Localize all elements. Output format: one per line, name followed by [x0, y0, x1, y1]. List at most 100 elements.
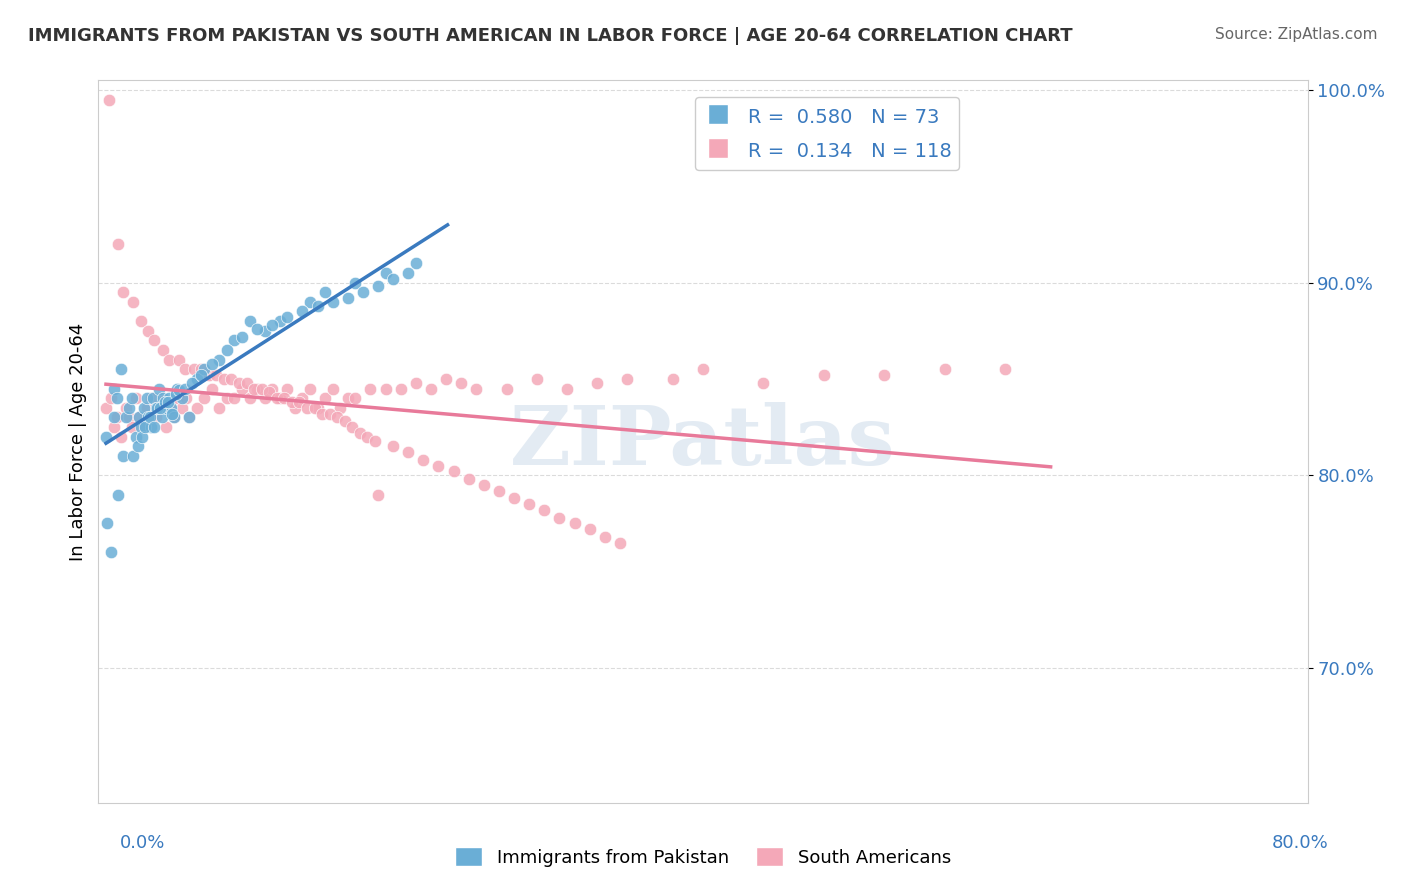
Point	[239, 314, 262, 328]
Point	[201, 382, 224, 396]
Point	[427, 458, 450, 473]
Point	[360, 382, 382, 396]
Point	[405, 376, 427, 390]
Point	[163, 410, 186, 425]
Point	[167, 352, 190, 367]
Point	[94, 430, 117, 444]
Point	[262, 318, 284, 332]
Point	[243, 382, 266, 396]
Point	[344, 391, 367, 405]
Point	[170, 391, 193, 405]
Point	[307, 401, 329, 415]
Point	[186, 401, 208, 415]
Text: 0.0%: 0.0%	[120, 834, 165, 852]
Point	[224, 391, 246, 405]
Point	[170, 401, 193, 415]
Point	[412, 453, 434, 467]
Point	[153, 395, 176, 409]
Point	[127, 439, 149, 453]
Point	[135, 391, 157, 405]
Point	[396, 266, 419, 280]
Point	[994, 362, 1017, 376]
Point	[457, 472, 479, 486]
Point	[150, 410, 173, 425]
Point	[208, 352, 231, 367]
Point	[160, 401, 183, 415]
Point	[136, 410, 159, 425]
Point	[125, 391, 148, 405]
Point	[110, 362, 132, 376]
Point	[586, 376, 609, 390]
Point	[166, 391, 188, 405]
Point	[396, 445, 419, 459]
Point	[364, 434, 387, 448]
Point	[167, 384, 190, 398]
Point	[616, 372, 638, 386]
Point	[114, 401, 136, 415]
Point	[246, 382, 269, 396]
Point	[152, 343, 174, 357]
Point	[420, 382, 443, 396]
Point	[231, 382, 253, 396]
Point	[179, 410, 201, 425]
Point	[103, 382, 125, 396]
Point	[145, 410, 167, 425]
Point	[122, 294, 145, 309]
Point	[231, 329, 253, 343]
Point	[548, 510, 571, 524]
Point	[181, 376, 204, 390]
Point	[273, 391, 295, 405]
Point	[288, 395, 311, 409]
Point	[149, 401, 172, 415]
Text: IMMIGRANTS FROM PAKISTAN VS SOUTH AMERICAN IN LABOR FORCE | AGE 20-64 CORRELATIO: IMMIGRANTS FROM PAKISTAN VS SOUTH AMERIC…	[28, 27, 1073, 45]
Point	[156, 395, 179, 409]
Point	[609, 535, 631, 549]
Point	[382, 439, 405, 453]
Point	[495, 382, 517, 396]
Point	[208, 401, 231, 415]
Point	[103, 410, 125, 425]
Point	[488, 483, 510, 498]
Point	[122, 449, 145, 463]
Point	[111, 449, 134, 463]
Point	[322, 294, 344, 309]
Point	[96, 516, 118, 531]
Point	[262, 382, 284, 396]
Point	[174, 391, 197, 405]
Point	[269, 314, 291, 328]
Point	[139, 410, 162, 425]
Point	[103, 420, 125, 434]
Point	[291, 304, 314, 318]
Point	[134, 420, 156, 434]
Point	[224, 334, 246, 348]
Point	[374, 382, 396, 396]
Point	[143, 334, 166, 348]
Point	[221, 372, 243, 386]
Point	[352, 285, 374, 300]
Point	[322, 382, 344, 396]
Point	[228, 376, 250, 390]
Point	[145, 401, 167, 415]
Point	[193, 391, 215, 405]
Point	[160, 401, 183, 415]
Legend: R =  0.580   N = 73, R =  0.134   N = 118: R = 0.580 N = 73, R = 0.134 N = 118	[695, 97, 959, 170]
Point	[299, 382, 322, 396]
Point	[183, 362, 205, 376]
Point	[186, 372, 208, 386]
Point	[141, 391, 163, 405]
Text: Source: ZipAtlas.com: Source: ZipAtlas.com	[1215, 27, 1378, 42]
Point	[661, 372, 683, 386]
Point	[155, 401, 177, 415]
Point	[141, 420, 163, 434]
Point	[215, 343, 238, 357]
Point	[125, 430, 148, 444]
Point	[98, 93, 121, 107]
Point	[100, 545, 122, 559]
Point	[163, 410, 186, 425]
Point	[276, 382, 298, 396]
Point	[201, 357, 224, 371]
Point	[299, 294, 322, 309]
Point	[257, 385, 280, 400]
Point	[105, 391, 128, 405]
Point	[291, 391, 314, 405]
